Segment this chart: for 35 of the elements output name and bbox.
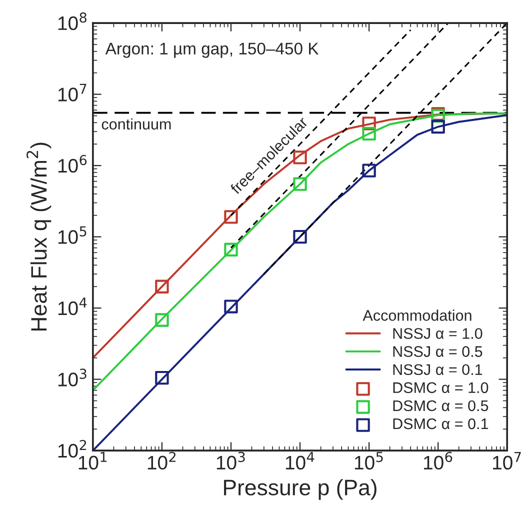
x-tick-label: 10$^{7}$ <box>493 452 521 470</box>
x-tick-label: 10$^{3}$ <box>216 452 245 470</box>
point <box>155 370 169 385</box>
ref-line-label: continuum <box>102 118 171 130</box>
point <box>224 242 238 257</box>
x-tick-label: 10$^{1}$ <box>78 452 107 470</box>
legend-label: NSSJ α = 1.0 <box>393 328 482 339</box>
point <box>155 280 169 294</box>
annotation: Argon: 1 µm gap, 150–450 K <box>105 42 319 58</box>
y-tick-label: 10$^{3}$ <box>58 368 86 386</box>
point <box>155 313 169 327</box>
y-tick-label: 10$^{7}$ <box>58 84 86 102</box>
legend-label: DSMC α = 0.5 <box>393 400 488 412</box>
point <box>362 164 376 178</box>
x-tick-label: 10$^{5}$ <box>354 452 383 470</box>
x-tick-label: 10$^{6}$ <box>424 452 452 470</box>
legend-label: DSMC α = 0.1 <box>393 418 488 430</box>
legend-label: NSSJ α = 0.5 <box>393 346 482 357</box>
point <box>293 230 307 244</box>
legend-label: NSSJ α = 0.1 <box>393 364 482 376</box>
x-axis-title: Pressure p (Pa) <box>224 479 376 500</box>
y-tick-label: 10$^{8}$ <box>58 12 86 30</box>
legend-title: Accommodation <box>362 310 472 321</box>
point <box>224 210 238 224</box>
x-tick-label: 10$^{4}$ <box>286 452 314 470</box>
point <box>224 300 238 314</box>
y-tick-label: 10$^{6}$ <box>58 154 87 173</box>
x-tick-label: 10$^{2}$ <box>148 452 176 470</box>
y-axis-title: Heat Flux q (W/m$^{2}$) <box>26 142 52 331</box>
point <box>362 116 376 130</box>
legend-label: DSMC α = 1.0 <box>393 382 488 394</box>
point <box>362 126 376 141</box>
point <box>431 120 445 134</box>
y-tick-label: 10$^{4}$ <box>58 298 87 316</box>
y-tick-label: 10$^{5}$ <box>58 226 86 244</box>
